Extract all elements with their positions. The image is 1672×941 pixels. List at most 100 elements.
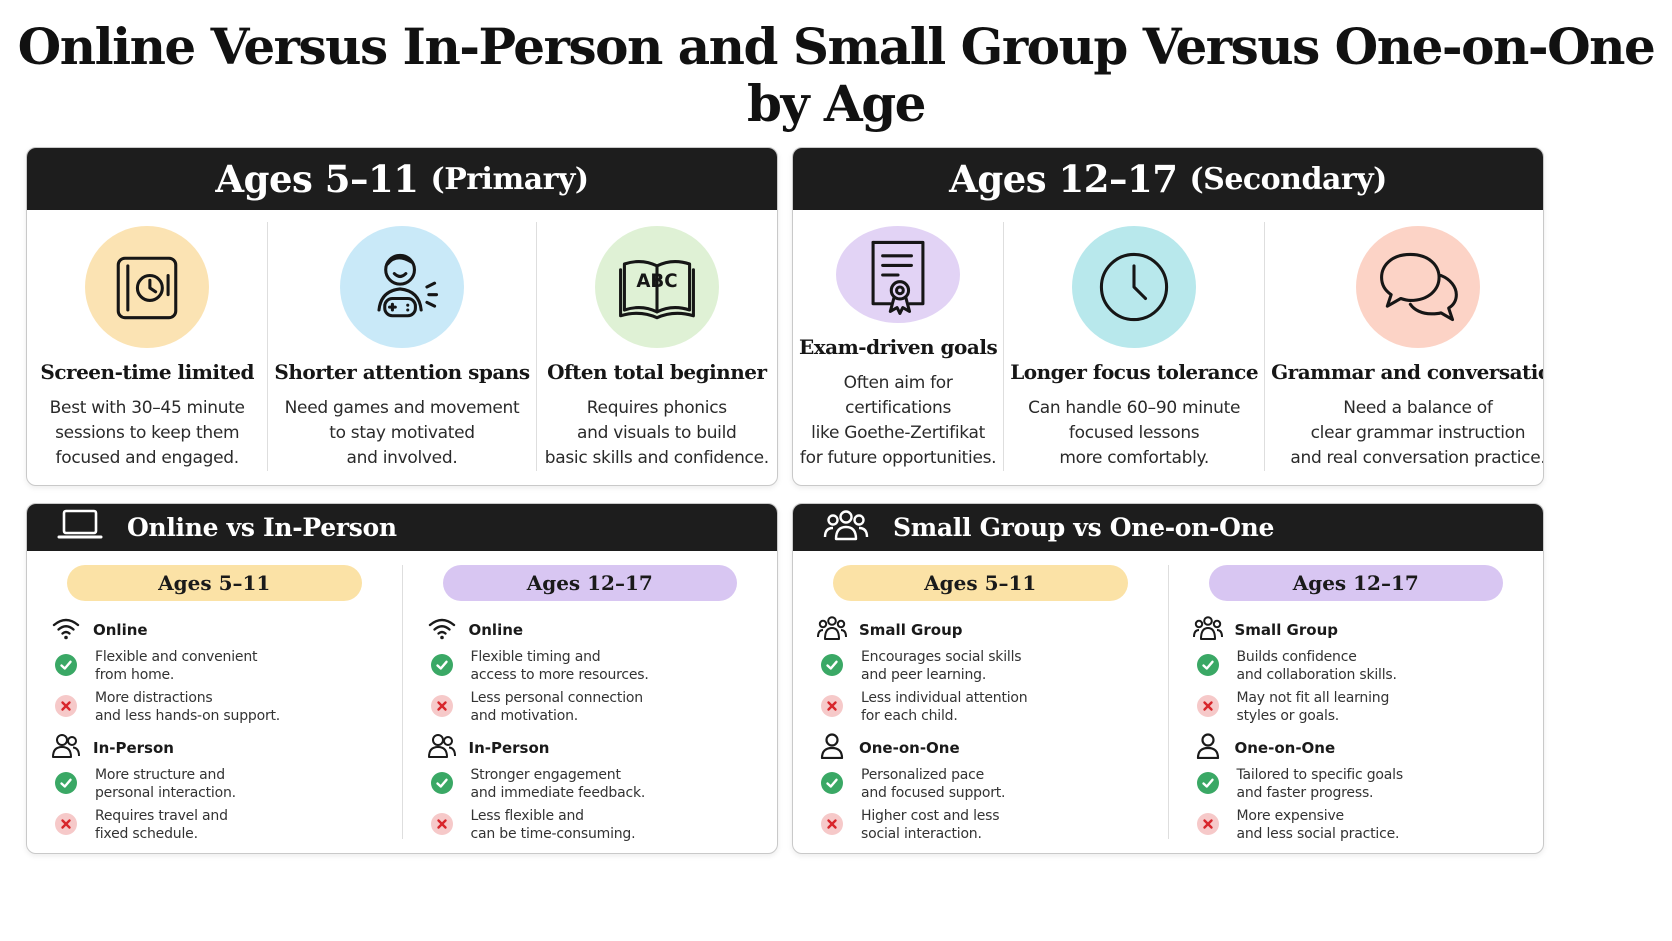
check-icon	[1196, 772, 1219, 794]
feature-column: Longer focus tolerance Can handle 60–90 …	[1004, 222, 1266, 471]
comparison-group: One-on-One Tailored to specific goals an…	[1193, 733, 1526, 843]
comparison-group-header: One-on-One	[817, 733, 1150, 761]
feature-title: Often total beginner	[547, 360, 767, 384]
comparison-group: Small Group Builds confidence and collab…	[1192, 615, 1526, 725]
comparison-group-header: Small Group	[817, 615, 1150, 645]
con-point: Less individual attention for each child…	[817, 689, 1150, 725]
comparison-group: Online Flexible timing and access to mor…	[427, 617, 760, 725]
cross-icon	[55, 695, 77, 717]
primary-panel-header: Ages 5–11 (Primary)	[27, 148, 777, 210]
comparison-group-header: Online	[51, 617, 384, 643]
cross-icon	[430, 813, 453, 835]
online-vs-inperson-header: Online vs In-Person	[27, 504, 777, 551]
person-icon	[1193, 733, 1235, 763]
tablet-clock-icon	[85, 226, 210, 348]
people-icon	[51, 733, 93, 763]
point-text: Encourages social skills and peer learni…	[861, 649, 1022, 683]
secondary-panel-header: Ages 12–17 (Secondary)	[793, 148, 1543, 210]
feature-title: Screen-time limited	[40, 360, 254, 384]
age-pill: Ages 12–17	[1208, 565, 1503, 601]
abc-book-icon: ABC	[594, 226, 719, 348]
check-icon	[1196, 654, 1219, 676]
primary-subheading: (Primary)	[430, 161, 590, 197]
cross-icon	[430, 695, 453, 717]
certificate-icon	[836, 226, 961, 323]
con-point: Less flexible and can be time-consuming.	[427, 807, 760, 843]
point-text: Less personal connection and motivation.	[470, 690, 644, 724]
pro-point: Tailored to specific goals and faster pr…	[1193, 766, 1526, 802]
pro-point: Personalized pace and focused support.	[817, 766, 1150, 802]
page-title-line-1: Online Versus In-Person and Small Group …	[17, 17, 1656, 76]
check-icon	[430, 654, 453, 676]
feature-title: Shorter attention spans	[274, 360, 530, 384]
group-icon	[817, 615, 859, 645]
secondary-subheading: (Secondary)	[1189, 161, 1387, 197]
comparison-group-label: One-on-One	[859, 739, 960, 757]
check-icon	[821, 772, 843, 794]
age-pill: Ages 12–17	[442, 565, 737, 601]
feature-column: Grammar and conversation Need a balance …	[1265, 222, 1544, 471]
comparison-group-label: In-Person	[468, 739, 550, 757]
comparison-group-header: Online	[427, 617, 760, 643]
primary-columns: Screen-time limited Best with 30–45 minu…	[27, 210, 777, 485]
point-text: More structure and personal interaction.	[95, 767, 236, 801]
feature-title: Exam-driven goals	[799, 335, 998, 359]
point-text: May not fit all learning styles or goals…	[1236, 690, 1390, 724]
comparison-group-label: Small Group	[1234, 621, 1339, 639]
comparison-group-label: Small Group	[859, 621, 963, 639]
comparison-group-header: In-Person	[427, 734, 760, 761]
feature-column: Shorter attention spans Need games and m…	[268, 222, 537, 471]
group-vs-one-header: Small Group vs One-on-One	[793, 504, 1543, 551]
online-vs-inperson-panel: Online vs In-Person Ages 5–11 Online Fle…	[26, 503, 778, 854]
group-icon	[1192, 615, 1235, 645]
cross-icon	[821, 695, 843, 717]
comparison-group-label: Online	[468, 621, 524, 639]
pro-point: Builds confidence and collaboration skil…	[1193, 648, 1526, 684]
feature-column: Screen-time limited Best with 30–45 minu…	[27, 222, 269, 471]
check-icon	[430, 772, 453, 794]
age-pill: Ages 5–11	[67, 565, 362, 601]
feature-column: ABC Often total beginner Requires phonic…	[537, 222, 777, 471]
comparison-group: Small Group Encourages social skills and…	[817, 615, 1150, 725]
comparison-group-label: One-on-One	[1234, 739, 1336, 757]
con-point: Less personal connection and motivation.	[427, 689, 760, 725]
point-text: Requires travel and fixed schedule.	[95, 808, 228, 842]
comparison-group: Online Flexible and convenient from home…	[51, 617, 384, 725]
child-gamepad-icon	[340, 226, 464, 348]
point-text: Higher cost and less social interaction.	[861, 808, 1000, 842]
secondary-heading: Ages 12–17	[949, 157, 1178, 201]
feature-description: Requires phonics and visuals to build ba…	[544, 398, 769, 468]
comparison-group-label: Online	[93, 621, 148, 639]
secondary-columns: Exam-driven goals Often aim for certific…	[793, 210, 1543, 485]
comparison-column: Ages 5–11 Online Flexible and convenient…	[27, 565, 403, 842]
feature-description: Need games and movement to stay motivate…	[284, 398, 520, 468]
comparison-group-header: One-on-One	[1193, 733, 1526, 763]
check-icon	[55, 772, 77, 794]
comparison-group: In-Person Stronger engagement and immedi…	[427, 734, 760, 843]
con-point: Requires travel and fixed schedule.	[51, 807, 384, 843]
wifi-icon	[51, 615, 93, 645]
laptop-icon	[57, 507, 127, 549]
primary-heading: Ages 5–11	[215, 157, 419, 201]
online-vs-inperson-heading: Online vs In-Person	[127, 513, 397, 542]
check-icon	[55, 654, 77, 676]
pro-point: Encourages social skills and peer learni…	[817, 648, 1150, 684]
point-text: Flexible timing and access to more resou…	[470, 649, 649, 683]
point-text: More expensive and less social practice.	[1236, 808, 1400, 842]
con-point: More expensive and less social practice.	[1193, 807, 1526, 843]
group-icon	[823, 507, 893, 549]
age-pill: Ages 5–11	[833, 565, 1128, 601]
comparison-group: One-on-One Personalized pace and focused…	[817, 733, 1150, 843]
comparison-column: Ages 12–17 Small Group Builds confidence…	[1169, 565, 1544, 842]
cross-icon	[1196, 695, 1219, 717]
comparison-column: Ages 12–17 Online Flexible timing and ac…	[403, 565, 778, 842]
feature-title: Grammar and conversation	[1271, 360, 1544, 384]
page-title-line-2: by Age	[747, 74, 927, 133]
feature-description: Need a balance of clear grammar instruct…	[1290, 398, 1544, 468]
online-vs-inperson-columns: Ages 5–11 Online Flexible and convenient…	[27, 551, 777, 853]
point-text: Stronger engagement and immediate feedba…	[470, 767, 646, 801]
con-point: Higher cost and less social interaction.	[817, 807, 1150, 843]
pro-point: Flexible timing and access to more resou…	[427, 648, 760, 684]
group-vs-one-panel: Small Group vs One-on-One Ages 5–11 Smal…	[792, 503, 1544, 854]
cross-icon	[55, 813, 77, 835]
